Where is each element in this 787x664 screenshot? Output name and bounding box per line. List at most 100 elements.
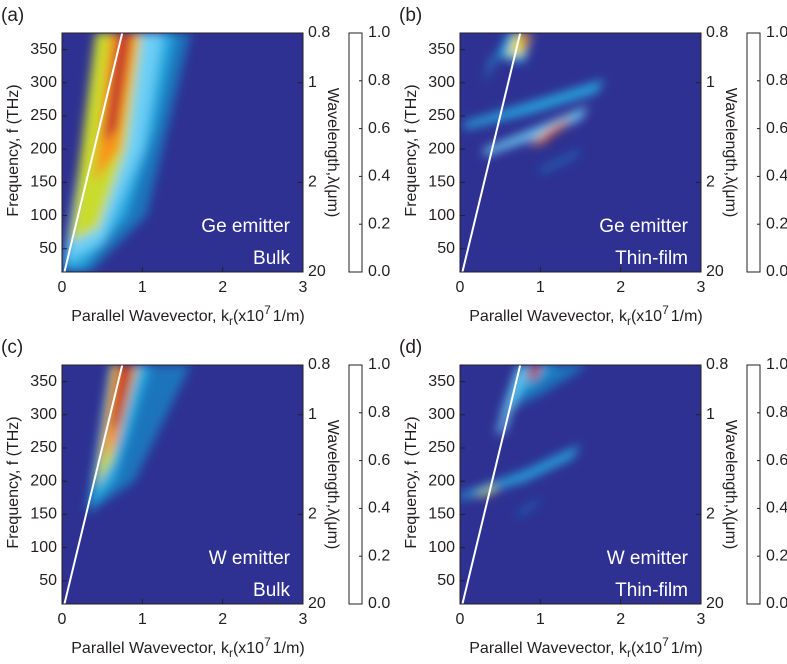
- y2-tick-label: 0.8: [308, 356, 330, 373]
- y-tick-label: 150: [428, 506, 455, 523]
- y-tick-label: 250: [428, 439, 455, 456]
- heat-blur: [62, 33, 191, 272]
- y2-axis-label: Wavelength,λ(μm): [722, 88, 739, 218]
- y-tick-label: 350: [428, 373, 455, 390]
- colorbar-tick-label: 0.8: [766, 72, 787, 89]
- y2-tick-label: 2: [308, 174, 317, 191]
- y-axis-label: Frequency, f (THz): [5, 84, 22, 216]
- y2-tick-label: 1: [706, 74, 715, 91]
- y2-tick-label: 2: [706, 174, 715, 191]
- y2-axis-label: Wavelength,λ(μm): [324, 88, 341, 218]
- x-tick-label: 3: [299, 611, 308, 628]
- x-axis-label-part: Parallel Wavevector, k: [469, 308, 628, 325]
- y-tick-label: 150: [428, 174, 455, 191]
- colorbar-tick-label: 0.8: [368, 404, 390, 421]
- x-tick-label: 2: [218, 611, 227, 628]
- colorbar-tick-label: 1.0: [766, 356, 787, 373]
- plot-frame: [459, 32, 702, 273]
- colorbar-tick-label: 0.2: [766, 215, 787, 232]
- y-axis-label: Frequency, f (THz): [5, 416, 22, 548]
- colorbar-tick-label: 0.8: [368, 72, 390, 89]
- colorbar-tick-label: 1.0: [766, 24, 787, 41]
- colorbar-tick-label: 0.4: [368, 500, 390, 517]
- y2-tick-label: 2: [706, 506, 715, 523]
- colorbar: [348, 364, 363, 605]
- x-tick-label: 0: [58, 611, 67, 628]
- heat-map: [461, 33, 605, 272]
- y-axis-label: Frequency, f (THz): [403, 416, 420, 548]
- y2-tick-label: 2: [308, 506, 317, 523]
- annotation: Thin-film: [615, 248, 688, 269]
- x-axis-label: Parallel Wavevector, kr(x107 1/m): [71, 635, 305, 660]
- x-axis-label-part: Parallel Wavevector, k: [71, 640, 230, 657]
- light-line: [63, 33, 124, 272]
- x-tick-label: 0: [456, 279, 465, 296]
- x-axis-label-part: (x10: [631, 640, 662, 657]
- y-tick-label: 200: [30, 472, 57, 489]
- colorbar-tick-label: 0.6: [368, 452, 390, 469]
- x-axis-label-part: (x10: [233, 308, 264, 325]
- x-tick-label: 0: [456, 611, 465, 628]
- colorbar-tick-label: 0.0: [368, 595, 390, 612]
- y-tick-label: 350: [30, 373, 57, 390]
- x-axis-label-part: r: [229, 314, 233, 328]
- panel-label: (b): [399, 5, 422, 26]
- x-axis-label-part: r: [229, 646, 233, 660]
- annotation: Thin-film: [615, 580, 688, 601]
- light-line: [461, 365, 522, 604]
- panel-label: (a): [1, 5, 24, 26]
- x-tick-label: 2: [616, 611, 625, 628]
- heat-region: [517, 33, 531, 50]
- colorbar-tick-label: 0.4: [766, 500, 787, 517]
- panel-label: (c): [1, 337, 23, 358]
- x-axis-label-part: 7: [662, 303, 669, 317]
- y2-tick-label: 20: [706, 263, 724, 280]
- y-tick-label: 50: [39, 572, 57, 589]
- x-axis-label: Parallel Wavevector, kr(x107 1/m): [469, 303, 703, 328]
- annotation: W emitter: [209, 548, 291, 569]
- panel-label: (d): [399, 337, 422, 358]
- x-axis-label-part: 7: [662, 635, 669, 649]
- x-axis-label: Parallel Wavevector, kr(x107 1/m): [71, 303, 305, 328]
- y-tick-label: 250: [30, 107, 57, 124]
- y-tick-label: 250: [30, 439, 57, 456]
- x-axis-label-part: r: [627, 646, 631, 660]
- annotation: Ge emitter: [599, 216, 688, 237]
- colorbar-tick-label: 0.0: [368, 263, 390, 280]
- plot-frame: [61, 364, 304, 605]
- y2-tick-label: 1: [706, 406, 715, 423]
- y-axis-label: Frequency, f (THz): [403, 84, 420, 216]
- colorbar-tick-label: 0.4: [766, 168, 787, 185]
- y-tick-label: 200: [428, 140, 455, 157]
- colorbar: [746, 364, 761, 605]
- x-tick-label: 2: [218, 279, 227, 296]
- heat-region: [108, 365, 135, 435]
- y-tick-label: 300: [30, 74, 57, 91]
- x-tick-label: 1: [138, 611, 147, 628]
- x-axis-label-part: r: [627, 314, 631, 328]
- colorbar-frame: [348, 32, 363, 273]
- colorbar: [348, 32, 363, 273]
- y-tick-label: 200: [428, 472, 455, 489]
- colorbar-frame: [348, 364, 363, 605]
- x-tick-label: 3: [697, 279, 706, 296]
- annotation: Bulk: [253, 580, 290, 601]
- x-axis-label-part: Parallel Wavevector, k: [469, 640, 628, 657]
- heat-map: [62, 33, 191, 272]
- y-tick-label: 300: [30, 406, 57, 423]
- x-axis-label: Parallel Wavevector, kr(x107 1/m): [469, 635, 703, 660]
- y2-tick-label: 1: [308, 74, 317, 91]
- colorbar: [746, 32, 761, 273]
- y-tick-label: 100: [30, 207, 57, 224]
- colorbar-tick-label: 0.0: [766, 595, 787, 612]
- annotation: Bulk: [253, 248, 290, 269]
- colorbar-tick-label: 0.6: [766, 120, 787, 137]
- y2-axis-label: Wavelength,λ(μm): [324, 420, 341, 550]
- x-tick-label: 1: [536, 279, 545, 296]
- x-axis-label-part: 7: [264, 635, 271, 649]
- y-tick-label: 100: [428, 207, 455, 224]
- heat-region: [516, 497, 541, 516]
- colorbar-tick-label: 0.2: [766, 547, 787, 564]
